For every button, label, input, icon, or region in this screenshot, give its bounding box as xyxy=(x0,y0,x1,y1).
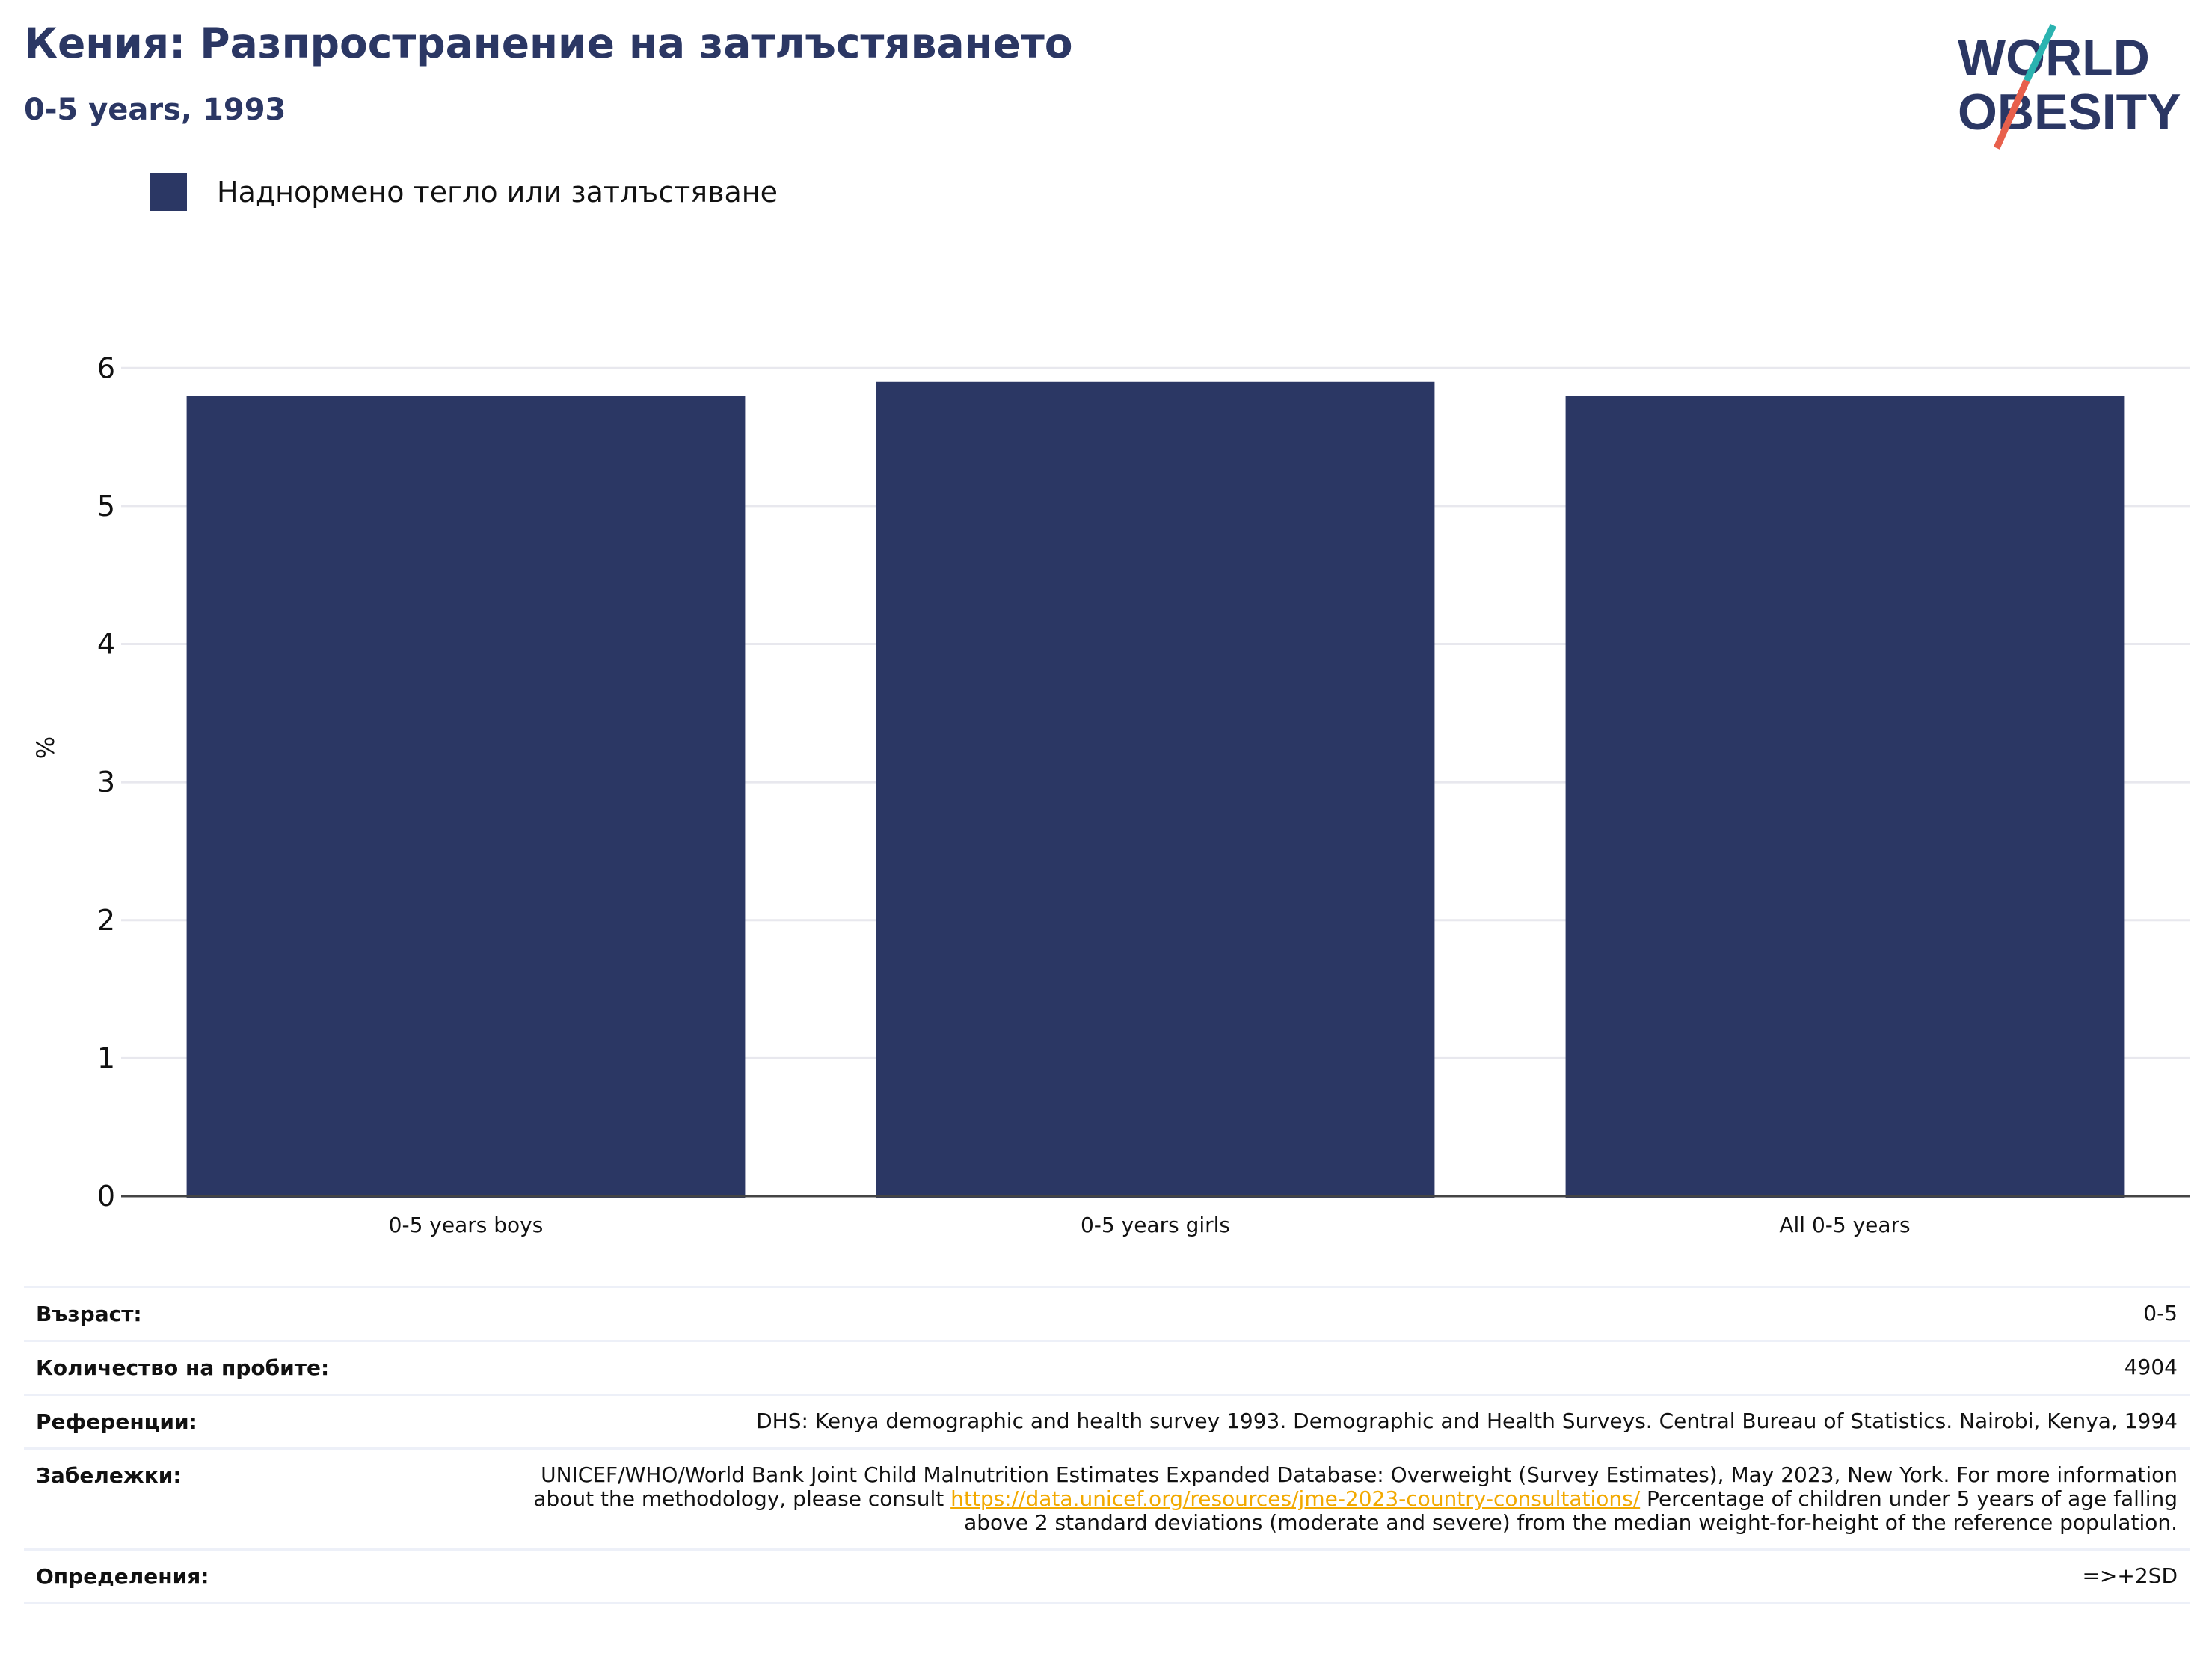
age-value: 0-5 xyxy=(497,1286,2190,1341)
references-value: DHS: Kenya demographic and health survey… xyxy=(497,1394,2190,1449)
info-row-references: Референции: DHS: Kenya demographic and h… xyxy=(24,1394,2190,1449)
notes-label: Забележки: xyxy=(24,1447,497,1550)
bar-chart: 0 1 2 3 4 5 6% 0-5 years boys 0-5 years girls All… xyxy=(31,351,2190,1237)
logo-text-obesity: OBESITY xyxy=(1958,84,2181,141)
sample-size-value: 4904 xyxy=(497,1340,2190,1395)
info-row-sample: Количество на пробите: 4904 xyxy=(24,1340,2190,1395)
legend-label: Наднормено тегло или затлъстяване xyxy=(217,176,778,209)
definitions-value: =>+2SD xyxy=(497,1548,2190,1604)
chart-subtitle: 0-5 years, 1993 xyxy=(24,93,286,127)
sample-size-label: Количество на пробите: xyxy=(24,1340,497,1395)
references-label: Референции: xyxy=(24,1394,497,1449)
info-row-definitions: Определения: =>+2SD xyxy=(24,1548,2190,1604)
notes-text-after: Percentage of children under 5 years of … xyxy=(964,1486,2178,1535)
notes-value: UNICEF/WHO/World Bank Joint Child Malnut… xyxy=(497,1447,2190,1550)
info-table: Възраст: 0-5 Количество на пробите: 4904… xyxy=(24,1286,2190,1604)
notes-text-before: UNICEF/WHO/World Bank Joint Child Malnut… xyxy=(533,1462,2178,1511)
x-tick-label: All 0-5 years xyxy=(1779,1213,1910,1237)
chart-title: Кения: Разпространение на затлъстяването xyxy=(24,19,1073,67)
bar xyxy=(1565,396,2125,1198)
info-row-age: Възраст: 0-5 xyxy=(24,1286,2190,1341)
logo-slash-red xyxy=(1993,79,2030,150)
bar xyxy=(186,396,746,1198)
y-tick-label: 2 xyxy=(97,904,115,937)
definitions-label: Определения: xyxy=(24,1548,497,1604)
age-label: Възраст: xyxy=(24,1286,497,1341)
notes-link[interactable]: https://data.unicef.org/resources/jme-20… xyxy=(950,1486,1641,1511)
bar xyxy=(876,381,1435,1198)
logo-text-world: WORLD xyxy=(1958,29,2150,86)
legend-swatch xyxy=(150,173,187,211)
chart-legend[interactable]: Наднормено тегло или затлъстяване xyxy=(150,173,778,211)
x-tick-label: 0-5 years boys xyxy=(389,1213,544,1237)
y-tick-label: 3 xyxy=(97,766,115,798)
world-obesity-logo[interactable]: WORLD OBESITY xyxy=(1952,21,2199,156)
y-tick-label: 6 xyxy=(97,351,115,384)
y-tick-label: 0 xyxy=(97,1180,115,1213)
logo-slash-teal xyxy=(2023,24,2057,82)
info-row-notes: Забележки: UNICEF/WHO/World Bank Joint C… xyxy=(24,1447,2190,1550)
y-axis-label: % xyxy=(31,736,60,759)
x-tick-label: 0-5 years girls xyxy=(1081,1213,1230,1237)
y-tick-label: 1 xyxy=(97,1041,115,1074)
y-tick-label: 4 xyxy=(97,628,115,661)
y-tick-label: 5 xyxy=(97,490,115,523)
